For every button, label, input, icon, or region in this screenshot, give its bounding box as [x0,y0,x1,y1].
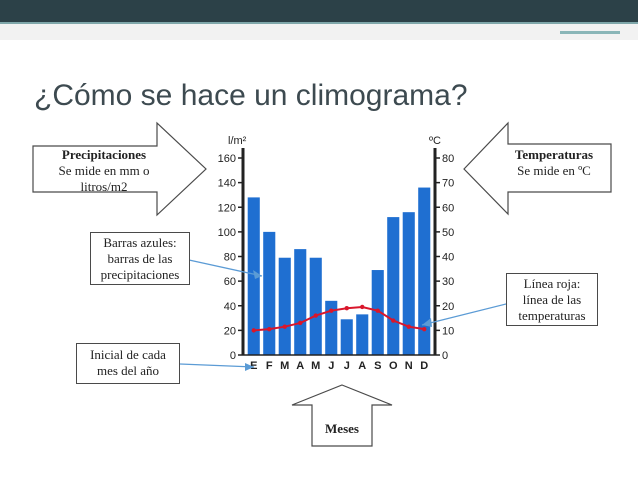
initial-line1: Inicial de cada [90,347,166,362]
month-label: D [420,360,428,372]
precip-bar [247,197,260,355]
right-tick-label: 70 [442,178,454,190]
precip-title: Precipitaciones [61,147,147,162]
months-label: Meses [325,421,359,436]
left-tick-label: 40 [224,301,236,313]
temperature-point [251,328,256,333]
redline-pointer-head [422,318,432,327]
bars-pointer-head [253,270,262,279]
precip-arrow [32,121,207,217]
month-label: M [280,360,289,372]
left-tick-label: 80 [224,252,236,264]
initial-pointer [179,363,255,368]
initial-pointer-head [245,363,254,371]
redline-line1: Línea roja: [523,276,581,291]
climograph-chart: 0 20 40 60 80 100 120 140 160 0 10 20 30 40 50 60 70 80 l/… [218,135,455,372]
temperature-point [375,308,380,313]
temp-callout: Temperaturas Se mide en ºC [504,147,604,179]
bars-line1: Barras azules: [103,235,177,250]
right-axis-unit: ºC [429,135,441,147]
precip-line1: Se mide en mm o [58,163,150,178]
redline-pointer [421,302,511,326]
temp-title: Temperaturas [514,147,594,162]
month-label: E [250,360,257,372]
month-label: S [374,360,381,372]
temperature-point [344,306,349,311]
precip-bar [402,212,415,355]
right-tick-label: 50 [442,227,454,239]
initial-line2: mes del año [96,363,160,378]
left-tick-label: 20 [224,325,236,337]
redline-callout: Línea roja: línea de las temperaturas [506,273,598,326]
temperature-point [298,320,303,326]
precip-bar [263,231,276,355]
month-label: O [389,360,398,372]
left-tick-label: 60 [224,276,236,288]
precip-bar [294,249,307,355]
temp-arrow [463,121,612,216]
header-accent [560,31,620,34]
redline-line2: línea de las [522,292,582,307]
temperature-point [313,313,318,318]
precip-line2: litros/m2 [80,179,128,194]
month-label: N [405,360,413,372]
left-tick-label: 0 [230,350,236,362]
temperature-point [422,326,427,332]
bars-callout: Barras azules: barras de las precipitaci… [90,232,190,285]
precip-bar [309,257,322,355]
left-tick-label: 100 [218,227,236,239]
right-tick-label: 10 [442,325,454,337]
month-label: M [311,360,320,372]
precip-bar [340,319,353,355]
precip-bar [325,300,338,355]
header-bar [0,0,638,22]
months-arrow [291,384,393,447]
right-tick-label: 40 [442,252,454,264]
month-label: F [266,360,273,372]
bars-line2: barras de las [107,251,173,266]
temperature-point [406,324,411,329]
temperature-point [360,304,365,310]
month-label: J [328,360,334,372]
left-axis-unit: l/m² [228,135,247,147]
temperature-point [391,318,396,323]
left-tick-label: 160 [218,153,236,165]
month-label: A [358,360,366,372]
temperature-point [329,308,334,313]
precip-bar [418,187,431,355]
precip-bar [278,257,291,355]
right-tick-label: 0 [442,350,448,362]
temperature-point [267,326,272,332]
redline-line3: temperaturas [518,308,586,323]
right-tick-label: 60 [442,202,454,214]
right-tick-label: 80 [442,153,454,165]
right-tick-label: 30 [442,276,454,288]
month-label: A [296,360,304,372]
precip-bar [356,314,369,355]
month-label: J [344,360,350,372]
bars-pointer [188,259,263,277]
bars-line3: precipitaciones [100,267,180,282]
header-divider [0,22,638,24]
right-tick-label: 20 [442,301,454,313]
left-tick-label: 140 [218,178,236,190]
temp-line1: Se mide en ºC [517,163,591,178]
temperature-point [282,324,287,329]
precip-bar [387,217,400,355]
header-stripe [0,24,638,40]
precip-callout: Precipitaciones Se mide en mm o litros/m… [44,147,164,195]
temperature-line [253,305,425,332]
slide-title: ¿Cómo se hace un climograma? [34,79,468,112]
initial-callout: Inicial de cada mes del año [76,343,180,384]
left-tick-label: 120 [218,202,236,214]
